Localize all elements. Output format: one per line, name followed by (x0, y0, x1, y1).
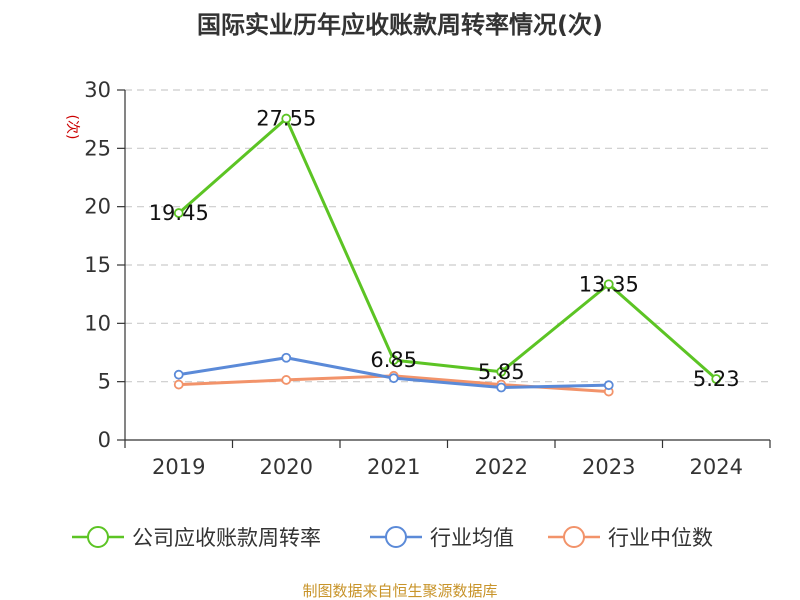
legend-item-1[interactable]: 行业均值 (370, 526, 514, 550)
legend-item-0[interactable]: 公司应收账款周转率 (72, 526, 321, 550)
chart-title: 国际实业历年应收账款周转率情况(次) (197, 11, 603, 39)
series-0-point-2023[interactable] (603, 279, 614, 290)
series-lines (173, 113, 722, 397)
x-tick-label-2021: 2021 (367, 455, 420, 479)
series-0-point-2024[interactable] (711, 374, 722, 384)
y-tick-label-5: 5 (98, 370, 111, 394)
series-2-point-2019[interactable] (173, 379, 184, 390)
y-tick-label-10: 10 (84, 311, 111, 335)
series-0-point-2019[interactable] (173, 208, 184, 218)
y-tick-label-15: 15 (84, 253, 111, 277)
series-2-point-2020[interactable] (281, 375, 292, 385)
data-label-2020: 27.55 (256, 107, 316, 131)
x-tick-label-2023: 2023 (582, 455, 635, 479)
series-1-point-2022[interactable] (496, 382, 507, 393)
x-tick-label-2019: 2019 (152, 455, 205, 479)
series-0-point-2021[interactable] (388, 355, 399, 365)
legend-item-2[interactable]: 行业中位数 (548, 526, 713, 550)
series-1-point-2021[interactable] (388, 373, 399, 384)
legend-label-1: 行业均值 (430, 526, 514, 550)
x-tick-label-2022: 2022 (475, 455, 528, 479)
data-label-2022: 5.85 (478, 360, 525, 384)
data-label-2021: 6.85 (370, 348, 417, 372)
series-0-point-2020[interactable] (281, 113, 292, 124)
data-label-2024: 5.23 (693, 367, 740, 391)
source-note: 制图数据来自恒生聚源数据库 (302, 582, 497, 600)
y-tick-label-30: 30 (84, 78, 111, 102)
y-axis-unit-label: (次) (64, 115, 80, 140)
y-tick-label-0: 0 (98, 428, 111, 452)
legend-swatch-marker-0 (87, 526, 109, 548)
axes: 0 5 10 15 20 25 30 2019 2020 2021 2022 2023 2024 (84, 78, 771, 479)
y-tick-label-20: 20 (84, 195, 111, 219)
x-tick-label-2024: 2024 (690, 455, 743, 479)
series-1-point-2020[interactable] (281, 352, 292, 363)
x-tick-label-2020: 2020 (260, 455, 313, 479)
data-label-2019: 19.45 (149, 201, 209, 225)
legend-label-0: 公司应收账款周转率 (132, 526, 321, 550)
series-1-point-2023[interactable] (603, 380, 614, 391)
data-labels: 19.45 27.55 6.85 5.85 13.35 5.23 (149, 107, 740, 391)
legend-swatch-marker-2 (563, 526, 585, 548)
legend-swatch-marker-1 (385, 526, 407, 548)
y-tick-label-25: 25 (84, 136, 111, 160)
data-label-2023: 13.35 (579, 272, 639, 296)
legend-label-2: 行业中位数 (608, 526, 713, 550)
series-line-0 (177, 117, 718, 381)
legend: 公司应收账款周转率 行业均值 行业中位数 (72, 526, 713, 550)
series-1-point-2019[interactable] (173, 369, 184, 380)
series-0-point-2022[interactable] (496, 366, 507, 377)
grid-lines (125, 89, 770, 383)
